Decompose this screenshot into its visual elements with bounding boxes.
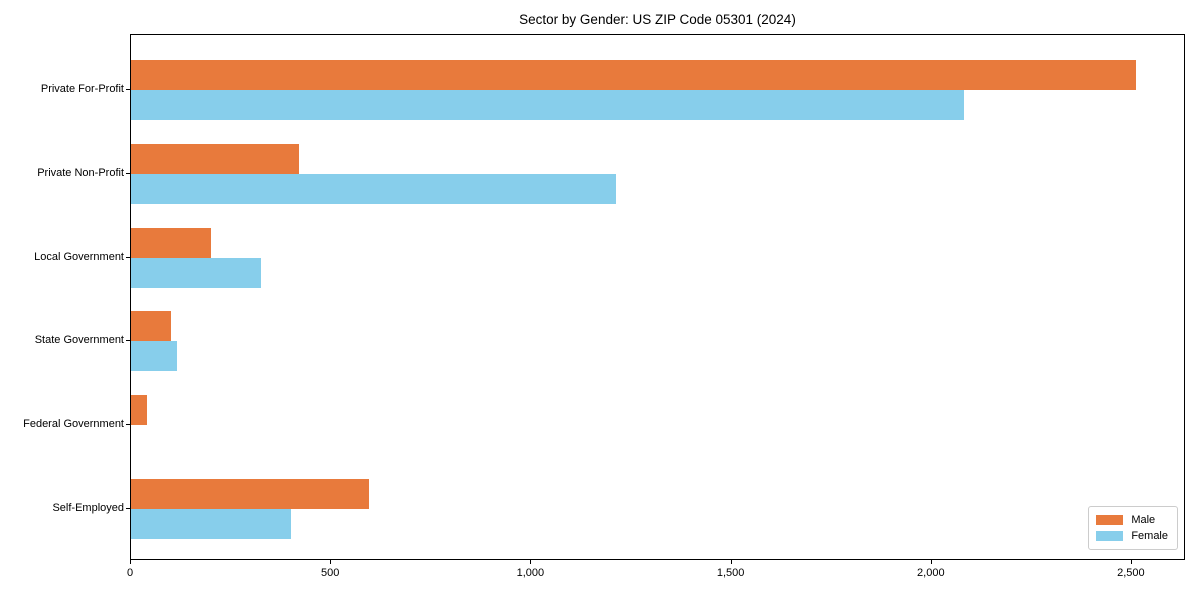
x-tick-mark	[930, 560, 932, 564]
chart-title: Sector by Gender: US ZIP Code 05301 (202…	[519, 12, 796, 27]
y-tick-mark	[126, 256, 130, 258]
bar-female-local-government	[131, 257, 262, 288]
bar-male-private-for-profit	[131, 60, 1136, 90]
bar-female-state-government	[131, 341, 177, 372]
legend-label-male: Male	[1131, 514, 1156, 526]
bar-male-self-employed	[131, 479, 370, 509]
x-tick-mark	[1130, 560, 1132, 564]
y-tick-mark	[126, 508, 130, 509]
plot-area: Male Female	[130, 34, 1185, 560]
legend-entry-male: Male	[1096, 512, 1168, 528]
x-tick-mark	[330, 560, 332, 564]
bar-male-federal-government	[131, 395, 147, 426]
y-tick-mark	[126, 89, 130, 90]
bar-male-state-government	[131, 311, 171, 342]
x-tick-mark	[530, 560, 532, 564]
y-tick-mark	[126, 424, 130, 426]
legend-entry-female: Female	[1096, 528, 1168, 544]
y-axis-category-label: Private For-Profit	[40, 83, 124, 95]
y-axis-category-label: Local Government	[34, 250, 124, 263]
bar-male-local-government	[131, 227, 212, 258]
legend-label-female: Female	[1131, 530, 1168, 542]
bar-female-private-for-profit	[131, 90, 964, 120]
bar-male-private-non-profit	[131, 143, 300, 174]
y-axis-category-label: Private Non-Profit	[37, 166, 124, 179]
x-tick-label: 1,000	[516, 567, 545, 579]
x-tick-label: 2,500	[1117, 567, 1145, 579]
x-tick-mark	[730, 560, 732, 564]
y-tick-mark	[126, 340, 130, 342]
bar-female-self-employed	[131, 509, 292, 539]
y-tick-mark	[126, 172, 130, 174]
bar-female-private-non-profit	[131, 173, 616, 204]
x-tick-label: 1,500	[716, 567, 745, 579]
legend-swatch-female	[1096, 531, 1124, 541]
x-tick-label: 2,000	[917, 567, 945, 579]
x-tick-label: 500	[321, 567, 340, 579]
y-axis-category-label: State Government	[34, 334, 124, 347]
legend: Male Female	[1088, 506, 1178, 550]
y-axis-category-label: Federal Government	[23, 418, 124, 431]
x-tick-mark	[130, 560, 131, 564]
legend-swatch-male	[1096, 515, 1124, 525]
y-axis-category-label: Self-Employed	[52, 502, 124, 514]
x-tick-label: 0	[126, 567, 134, 579]
